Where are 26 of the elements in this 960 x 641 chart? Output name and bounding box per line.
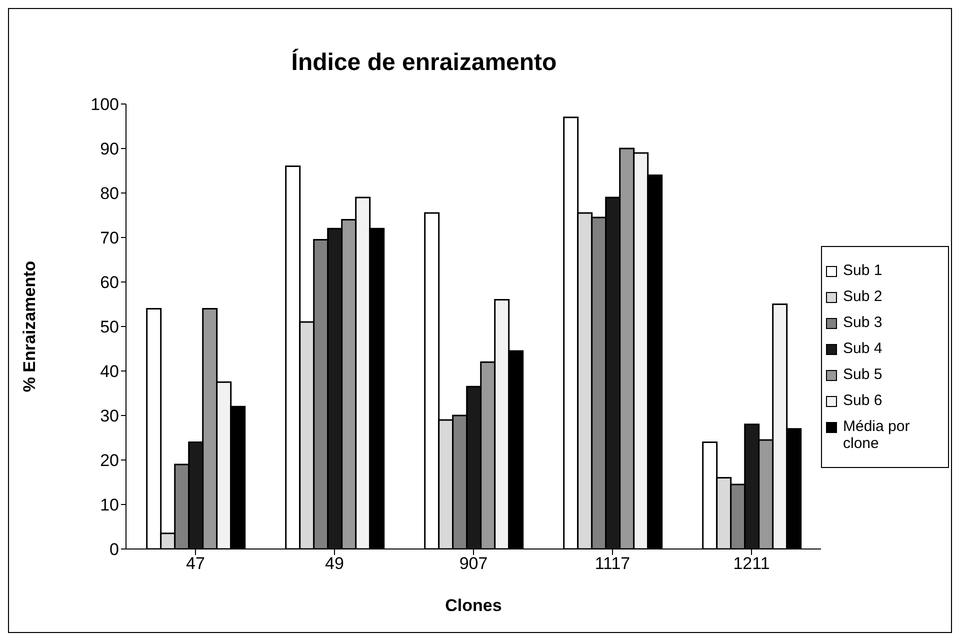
legend-label: Sub 6 bbox=[843, 392, 882, 408]
y-tick-label: 70 bbox=[100, 228, 119, 248]
y-tick-label: 80 bbox=[100, 184, 119, 204]
x-axis-title: Clones bbox=[445, 596, 502, 615]
y-tick-label: 100 bbox=[90, 95, 119, 114]
legend-label: Sub 5 bbox=[843, 366, 882, 382]
legend-label: Sub 3 bbox=[843, 314, 882, 330]
y-tick-label: 20 bbox=[100, 451, 119, 470]
y-tick-label: 90 bbox=[100, 140, 119, 159]
chart-title: Índice de enraizamento bbox=[290, 49, 558, 77]
y-tick-label: 60 bbox=[100, 273, 119, 292]
legend-label: Sub 2 bbox=[843, 288, 882, 304]
y-tick-label: 0 bbox=[110, 540, 119, 560]
y-tick-label: 50 bbox=[100, 318, 119, 337]
x-tick-label: 49 bbox=[325, 554, 344, 574]
y-tick-label: 40 bbox=[100, 362, 119, 382]
y-axis-title: % Enraizamento bbox=[20, 260, 40, 392]
x-tick-label: 907 bbox=[459, 554, 488, 574]
y-tick-label: 10 bbox=[100, 496, 119, 515]
x-tick-label: 47 bbox=[186, 554, 205, 574]
x-tick-label: 1117 bbox=[594, 554, 630, 574]
y-tick-label: 30 bbox=[100, 406, 119, 426]
x-tick-label: 1211 bbox=[733, 554, 770, 574]
legend-label: Sub 4 bbox=[843, 340, 882, 356]
legend-label: Sub 1 bbox=[843, 262, 882, 278]
legend-label: Média por clone bbox=[843, 418, 911, 452]
